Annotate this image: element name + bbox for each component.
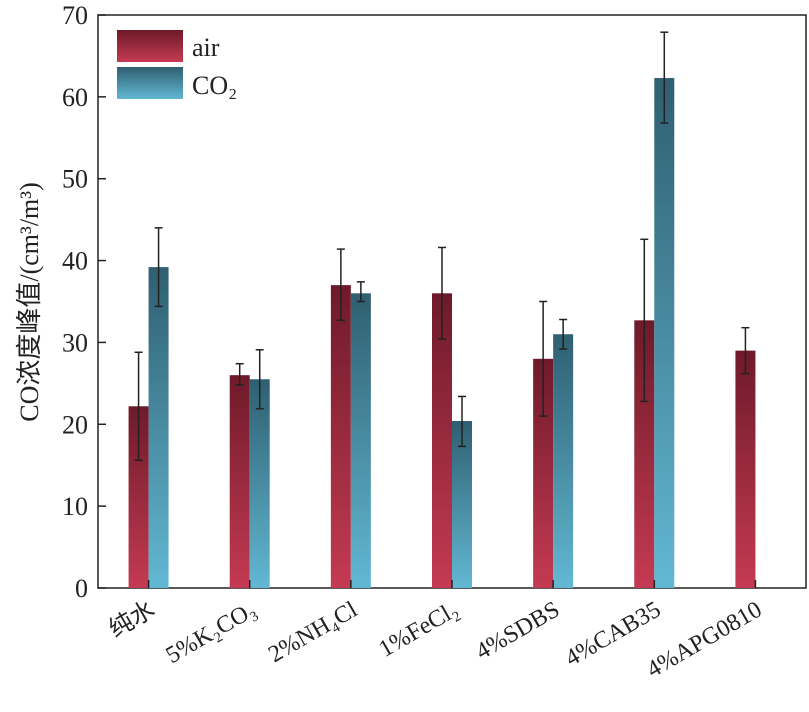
- x-category-label: 4%APG0810: [643, 597, 767, 684]
- legend-swatch-co2: [117, 67, 183, 99]
- x-axis: 纯水 5%K₂CO₃ 2%NH₄Cl 1%FeCl₂ 4%SDBS4%CAB354%AP…: [105, 580, 767, 684]
- bar-co2: [654, 78, 675, 588]
- bar-co2: [553, 334, 574, 588]
- y-tick-label: 20: [62, 410, 88, 439]
- error-bars: [134, 31, 750, 462]
- x-category-label: 2%NH₄Cl: [264, 597, 362, 669]
- bar-air: [330, 285, 351, 588]
- bar-air: [533, 358, 554, 588]
- y-tick-label: 70: [62, 1, 88, 30]
- bar-air: [128, 406, 149, 588]
- bar-co2: [350, 293, 371, 588]
- bars: [128, 78, 756, 588]
- bar-co2: [148, 267, 169, 588]
- legend-swatch-air: [117, 30, 183, 62]
- y-tick-label: 10: [62, 492, 88, 521]
- y-axis-label: CO浓度峰值/(cm³/m³): [15, 182, 44, 421]
- bar-air: [634, 320, 655, 588]
- y-tick-label: 50: [62, 165, 88, 194]
- legend-label-co2: CO₂: [192, 71, 237, 100]
- bar-air: [229, 375, 250, 588]
- bar-co2: [249, 379, 270, 588]
- y-tick-label: 60: [62, 83, 88, 112]
- x-category-label: 5%K₂CO₃: [162, 597, 261, 669]
- bar-co2: [452, 421, 472, 588]
- legend-label-air: air: [192, 33, 220, 62]
- legend: air CO₂: [117, 30, 237, 100]
- x-category-label: 纯水: [105, 596, 160, 643]
- y-tick-label: 30: [62, 328, 88, 357]
- bar-air: [432, 293, 452, 588]
- y-tick-label: 40: [62, 247, 88, 276]
- y-tick-label: 0: [75, 574, 88, 603]
- y-axis: 0 10 20 30 40 50 60 70: [62, 1, 106, 603]
- bar-air: [735, 350, 756, 588]
- x-category-label: 1%FeCl₂: [375, 597, 463, 663]
- x-category-label: 4%SDBS: [471, 597, 564, 666]
